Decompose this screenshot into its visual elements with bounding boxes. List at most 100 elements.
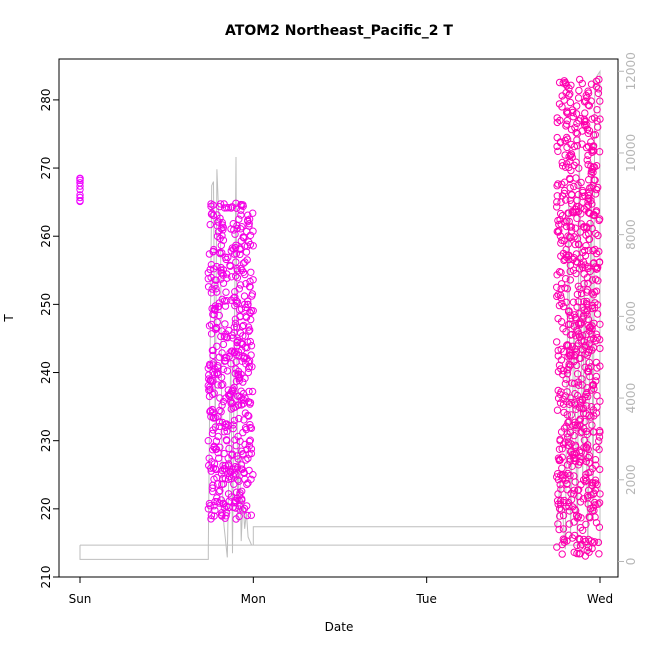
data-point — [209, 310, 217, 319]
data-point — [587, 138, 595, 146]
data-point — [204, 505, 213, 513]
data-point — [557, 471, 565, 479]
data-point — [565, 507, 574, 515]
data-point — [217, 263, 225, 272]
data-point — [566, 471, 574, 480]
data-point — [555, 361, 564, 369]
data-point — [247, 351, 255, 359]
data-point — [595, 550, 603, 558]
data-point — [594, 231, 602, 240]
data-point — [245, 220, 253, 228]
data-point — [574, 282, 583, 290]
data-point — [577, 453, 585, 461]
data-point — [590, 538, 599, 546]
data-point — [237, 211, 245, 219]
data-point — [577, 204, 585, 212]
data-point — [564, 109, 572, 118]
data-point — [554, 520, 562, 528]
data-point — [215, 418, 224, 426]
data-point — [567, 233, 575, 242]
data-point — [588, 115, 596, 123]
data-point — [595, 148, 604, 156]
y2-tick-label: 4000 — [624, 383, 638, 414]
data-point — [581, 117, 589, 125]
data-point — [244, 300, 252, 309]
data-point — [208, 429, 217, 438]
data-point — [206, 385, 214, 394]
data-point — [592, 443, 600, 451]
data-point — [593, 310, 602, 318]
data-point — [249, 209, 257, 217]
data-point — [240, 354, 249, 362]
data-point — [554, 454, 563, 462]
data-point — [557, 285, 565, 293]
data-point — [563, 430, 571, 438]
data-point — [240, 469, 249, 477]
data-point — [586, 267, 594, 275]
data-point — [224, 386, 233, 394]
data-point — [225, 444, 233, 453]
data-point — [207, 413, 215, 421]
data-point — [572, 269, 580, 278]
data-point — [579, 188, 587, 197]
data-point — [241, 258, 249, 266]
data-point — [76, 179, 84, 187]
data-point — [565, 520, 573, 528]
data-point — [223, 420, 231, 428]
data-point — [239, 233, 248, 241]
data-point — [584, 392, 592, 401]
data-point — [579, 312, 588, 320]
data-point — [237, 305, 246, 313]
data-point — [584, 364, 593, 373]
data-point — [590, 147, 598, 155]
data-point — [234, 432, 242, 441]
data-point — [570, 182, 578, 191]
data-point — [564, 418, 572, 427]
y2-tick-label: 6000 — [624, 301, 638, 332]
data-point — [591, 245, 599, 254]
data-point — [227, 493, 236, 501]
data-point — [216, 248, 224, 257]
data-point — [572, 110, 581, 118]
data-point — [587, 386, 596, 394]
data-point — [574, 207, 583, 216]
data-point — [587, 80, 596, 88]
data-point — [231, 293, 239, 301]
data-point — [219, 340, 228, 349]
data-point — [239, 428, 247, 437]
data-point — [553, 133, 561, 142]
data-point — [578, 140, 586, 148]
data-point — [590, 498, 599, 507]
data-point — [246, 277, 254, 286]
data-point — [568, 106, 577, 114]
data-point — [579, 526, 587, 534]
data-point — [554, 490, 562, 498]
y-axis-label: T — [2, 314, 16, 323]
data-point — [213, 288, 221, 296]
data-point — [212, 285, 220, 293]
data-point — [571, 531, 579, 540]
y-tick-label: 230 — [39, 429, 53, 452]
data-point — [565, 363, 573, 371]
data-point — [555, 78, 564, 87]
data-point — [572, 158, 580, 166]
data-point — [218, 349, 226, 357]
data-point — [573, 514, 581, 522]
data-point — [558, 550, 566, 558]
data-point — [218, 480, 226, 489]
data-point — [215, 454, 223, 462]
data-point — [576, 319, 584, 327]
data-point — [227, 405, 236, 413]
data-point — [580, 535, 588, 544]
data-point — [239, 259, 248, 267]
data-point — [583, 441, 592, 449]
data-point — [558, 445, 566, 453]
data-point — [215, 202, 224, 211]
data-point — [584, 197, 592, 206]
data-point — [573, 391, 582, 400]
data-point — [235, 374, 243, 383]
data-point — [553, 203, 561, 211]
data-point — [240, 416, 248, 424]
data-point — [586, 504, 595, 513]
data-point — [580, 298, 588, 306]
